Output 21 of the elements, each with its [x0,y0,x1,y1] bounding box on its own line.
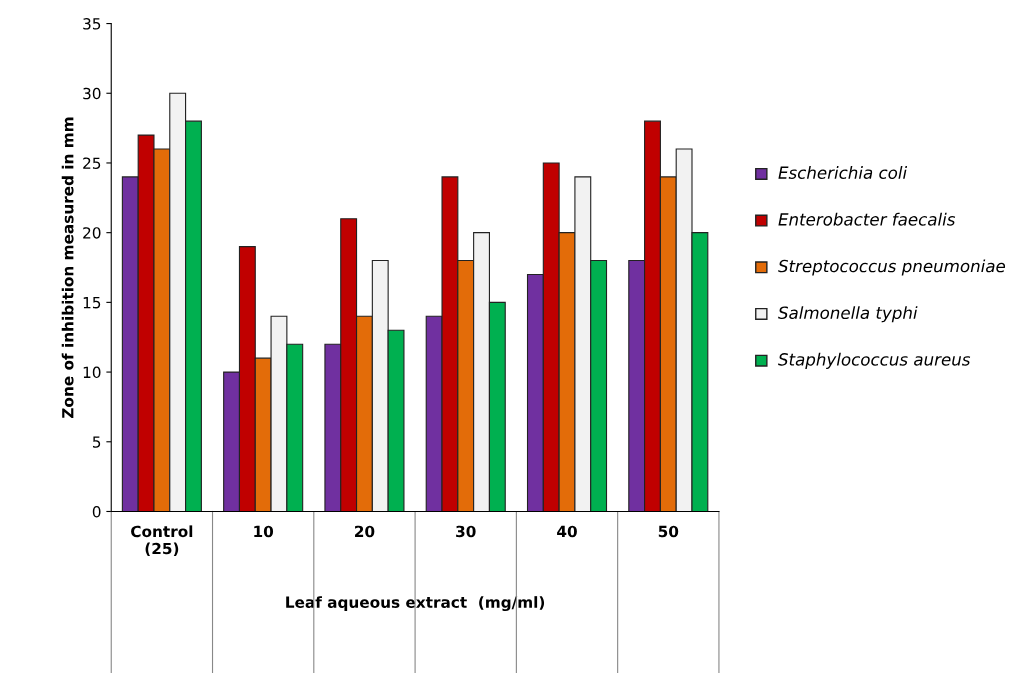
legend-label: Escherichia coli [778,166,908,179]
x-tick-label: 10 [254,525,274,538]
x-tick-label: 30 [456,525,476,538]
y-axis-title: Zone of inhibition measured in mm [61,117,74,418]
x-tick-label: 50 [658,525,679,538]
x-tick-label: 20 [355,525,375,538]
y-tick-label: 0 [92,505,101,518]
y-tick-label: 10 [83,366,101,379]
legend-label: Staphylococcus aureus [778,352,971,369]
legend-label: Streptococcus pneumoniae [778,259,1006,276]
x-tick-label: Control (25) [131,525,193,557]
y-tick-label: 30 [83,87,101,100]
x-tick-label: 40 [557,525,577,538]
y-tick-label: 25 [83,157,101,169]
legend-label: Enterobacter faecalis [778,212,956,226]
legend-label: Salmonella typhi [778,306,918,323]
y-tick-label: 15 [83,297,101,309]
y-tick-label: 5 [92,436,101,448]
y-tick-label: 35 [83,18,101,30]
y-tick-label: 20 [83,227,101,239]
x-axis-title: Leaf aqueous extract (mg/ml) [286,596,545,612]
